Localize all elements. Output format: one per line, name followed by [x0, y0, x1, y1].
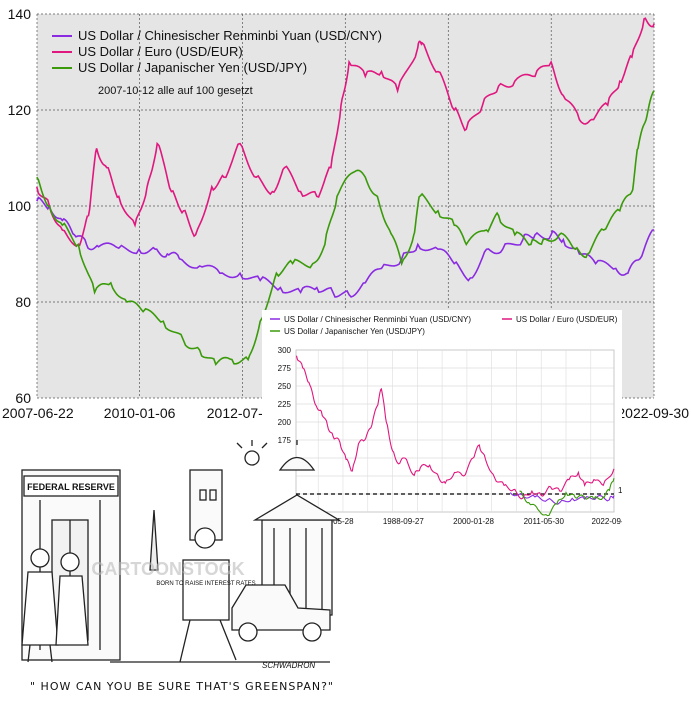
inset-x-tick-label: 2011-05-30: [524, 517, 565, 526]
inset-series-line: [295, 355, 615, 500]
main-y-tick-label: 80: [15, 294, 31, 310]
inset-y-tick-label: 275: [278, 364, 292, 373]
main-y-tick-label: 60: [15, 390, 31, 406]
cartoon-caption: " HOW CAN YOU BE SURE THAT'S GREENSPAN?": [30, 680, 334, 693]
sun-icon: [244, 450, 260, 466]
inset-legend-label: US Dollar / Chinesischer Renminbi Yuan (…: [284, 315, 471, 324]
woman-figure: [60, 552, 80, 572]
inset-legend-label: US Dollar / Euro (USD/EUR): [516, 315, 618, 324]
main-y-tick-label: 100: [8, 198, 32, 214]
inset-y-axis: 175 200 225 250 275 300: [278, 346, 292, 445]
inset-plot-area: [295, 349, 615, 513]
federal-reserve-sign: FEDERAL RESERVE: [27, 482, 115, 492]
baseline-annotation: 2007-10-12 alle auf 100 gesetzt: [98, 85, 253, 97]
main-y-tick-label: 140: [8, 6, 32, 22]
main-y-axis: 60 80 100 120 140: [8, 6, 32, 406]
artist-signature: SCHWADRON: [262, 661, 315, 670]
main-x-tick-label: 2007-06-22: [2, 405, 74, 421]
inset-x-tick-label: 2000-01-28: [453, 517, 494, 526]
main-y-tick-label: 120: [8, 102, 32, 118]
inset-grid: [296, 349, 614, 512]
inset-legend: US Dollar / Chinesischer Renminbi Yuan (…: [270, 315, 618, 336]
man-figure: [30, 548, 50, 568]
inset-x-tick-label: 1977-05-28: [313, 517, 354, 526]
main-series: [36, 17, 655, 366]
cartoon-illustration: FEDERAL RESERVE BORN TO RAISE INTEREST R…: [21, 440, 340, 670]
inset-reference-label: 100: [618, 486, 622, 495]
main-legend: US Dollar / Chinesischer Renminbi Yuan (…: [52, 28, 382, 75]
inset-y-tick-label: 200: [278, 418, 292, 427]
main-legend-label: US Dollar / Japanischer Yen (USD/JPY): [78, 60, 307, 75]
main-series-line: [36, 17, 655, 248]
inset-y-tick-label: 175: [278, 436, 292, 445]
main-series-line: [36, 90, 655, 366]
inset-y-tick-label: 225: [278, 400, 292, 409]
main-x-tick-label: 2010-01-06: [104, 405, 176, 421]
born-to-raise-sign: BORN TO RAISE INTEREST RATES: [156, 581, 255, 587]
inset-x-tick-label: 1988-09-27: [383, 517, 424, 526]
main-legend-label: US Dollar / Chinesischer Renminbi Yuan (…: [78, 28, 382, 43]
inset-y-tick-label: 300: [278, 346, 292, 355]
inset-x-tick-label: 2022-09-30: [592, 517, 622, 526]
tree: [149, 509, 159, 571]
inset-reference-line: 100: [296, 486, 622, 495]
inset-y-tick-label: 250: [278, 382, 292, 391]
cartoon-watermark: CARTOONSTOCK: [91, 559, 244, 579]
main-x-tick-label: 2022-09-30: [617, 405, 689, 421]
inset-legend-label: US Dollar / Japanischer Yen (USD/JPY): [284, 327, 425, 336]
sandwich-board: [182, 559, 230, 621]
inset-chart: US Dollar / Chinesischer Renminbi Yuan (…: [262, 310, 622, 532]
main-series-line: [36, 196, 655, 298]
inset-x-axis: 1977-05-28 1988-09-27 2000-01-28 2011-05-30…: [313, 517, 622, 526]
inset-series: [295, 355, 615, 517]
main-legend-label: US Dollar / Euro (USD/EUR): [78, 44, 243, 59]
walker-figure: [194, 527, 216, 549]
inset-series-line: [519, 478, 615, 517]
main-x-tick-label: 2012-07-24: [207, 405, 279, 421]
